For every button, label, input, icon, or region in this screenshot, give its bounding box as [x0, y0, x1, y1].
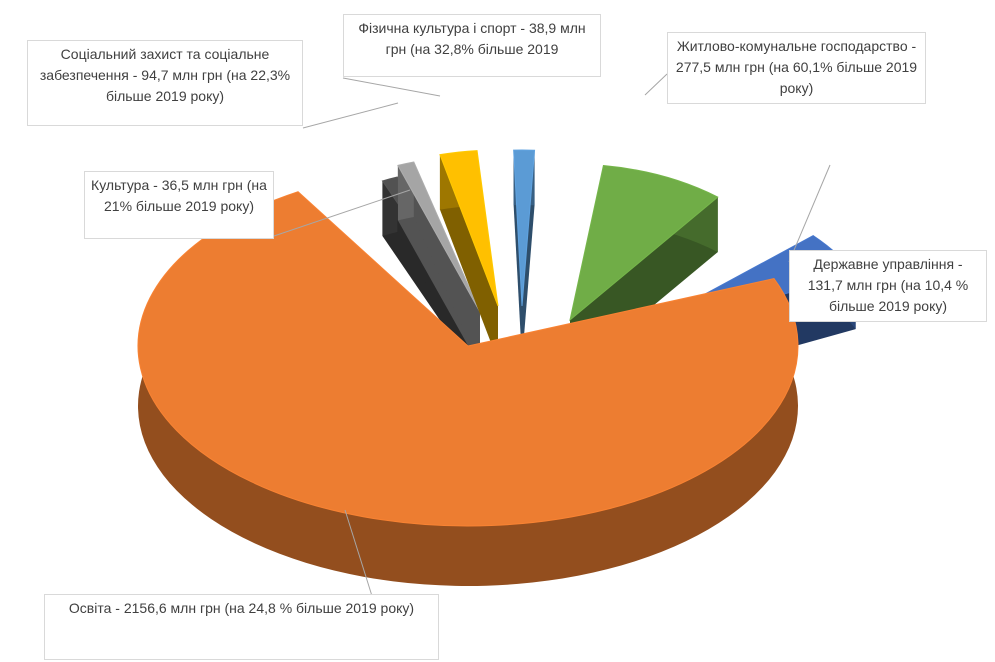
pie-slice-1: [137, 191, 799, 586]
pie-slice-5: [513, 149, 536, 361]
pie-slice-3: [397, 161, 481, 367]
data-label-kultura: Культура - 36,5 млн грн (на 21% більше 2…: [84, 171, 274, 239]
data-label-sport: Фізична культура і спорт - 38,9 млн грн …: [343, 14, 601, 77]
data-label-osvita: Освіта - 2156,6 млн грн (на 24,8 % більш…: [44, 594, 439, 660]
data-label-social: Соціальний захист та соціальне забезпече…: [27, 40, 303, 126]
leader-line-5: [788, 164, 831, 263]
leader-line-6: [344, 509, 373, 597]
leader-line-1: [302, 102, 399, 129]
data-label-derzh: Державне управління - 131,7 млн грн (на …: [789, 250, 987, 322]
data-label-zhkg: Житлово-комунальне господарство - 277,5 …: [667, 32, 926, 104]
leader-line-2: [342, 77, 441, 97]
leader-line-3: [644, 73, 668, 96]
pie-slice-4: [439, 150, 499, 361]
leader-line-4: [273, 189, 411, 237]
